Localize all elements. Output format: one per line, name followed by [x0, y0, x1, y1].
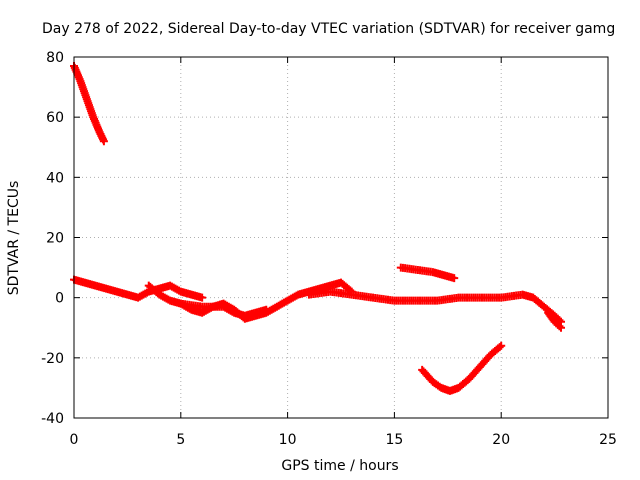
y-tick-label: 20: [46, 231, 64, 247]
data-point: [555, 322, 564, 331]
data-point: [198, 293, 207, 302]
x-tick-label: 20: [492, 432, 510, 448]
y-tick-label: -40: [41, 411, 64, 427]
x-tick-label: 25: [599, 432, 617, 448]
series-arc-6: [396, 263, 459, 283]
series-arc-5: [304, 287, 566, 326]
data-point: [262, 305, 271, 314]
data-point: [99, 137, 108, 146]
x-tick-label: 10: [279, 432, 297, 448]
data-point: [450, 274, 459, 283]
chart-title: Day 278 of 2022, Sidereal Day-to-day VTE…: [42, 21, 615, 37]
data-point: [557, 323, 566, 332]
y-tick-label: -20: [41, 351, 64, 367]
data-series: [70, 62, 566, 395]
y-tick-label: 80: [46, 50, 64, 66]
data-point: [495, 343, 504, 352]
x-tick-label: 5: [176, 432, 185, 448]
x-tick-label: 0: [70, 432, 79, 448]
series-arc-1: [70, 62, 108, 146]
series-arc-7: [418, 341, 506, 395]
x-tick-label: 15: [385, 432, 403, 448]
y-tick-label: 60: [46, 110, 64, 126]
data-point: [497, 341, 506, 350]
x-axis-label: GPS time / hours: [281, 458, 398, 474]
y-tick-label: 40: [46, 170, 64, 186]
y-tick-label: 0: [55, 291, 64, 307]
axis-ticks: 0 5 10 15 20 25 -40 -20 0 20 40 60 80: [41, 50, 617, 448]
series-arc-4: [176, 299, 271, 320]
series-arc-8: [544, 308, 566, 332]
y-axis-label: SDTVAR / TECUs: [6, 181, 22, 296]
